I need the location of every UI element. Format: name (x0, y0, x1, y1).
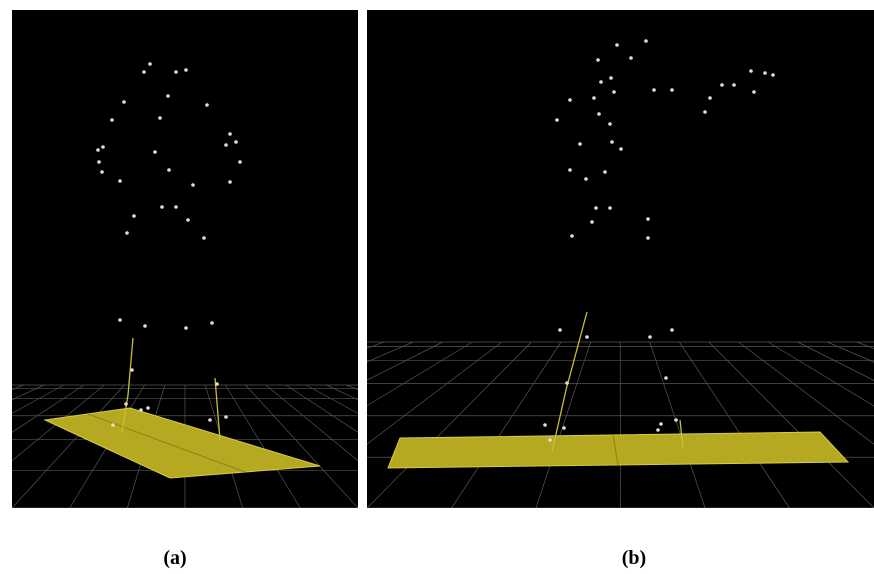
marker-dot (562, 426, 566, 430)
marker-dot (646, 217, 650, 221)
marker-dot (146, 406, 150, 410)
marker-dot (184, 326, 188, 330)
marker-dot (228, 132, 232, 136)
marker-dot (674, 418, 678, 422)
marker-dot (749, 69, 753, 73)
marker-dot (167, 168, 171, 172)
marker-dot (132, 214, 136, 218)
marker-dot (111, 423, 115, 427)
marker-dot (125, 231, 129, 235)
marker-dot (664, 376, 668, 380)
marker-dot (703, 110, 707, 114)
marker-dot (615, 43, 619, 47)
marker-dot (184, 68, 188, 72)
marker-dot (597, 112, 601, 116)
marker-dot (210, 321, 214, 325)
marker-dot (578, 142, 582, 146)
marker-dot (610, 140, 614, 144)
marker-dot (596, 58, 600, 62)
marker-dot (139, 408, 143, 412)
marker-dot (656, 428, 660, 432)
marker-dot (224, 415, 228, 419)
figure: (a) (b) (0, 0, 874, 574)
marker-dot (652, 88, 656, 92)
marker-dot (118, 318, 122, 322)
marker-dot (590, 220, 594, 224)
marker-dot (752, 90, 756, 94)
marker-dot (110, 118, 114, 122)
marker-dot (238, 160, 242, 164)
caption: (a) (163, 547, 186, 569)
marker-dot (224, 143, 228, 147)
marker-dot (122, 100, 126, 104)
marker-dot (568, 98, 572, 102)
marker-dot (205, 103, 209, 107)
marker-dot (96, 148, 100, 152)
marker-dot (215, 382, 219, 386)
marker-dot (234, 140, 238, 144)
marker-dot (130, 368, 134, 372)
marker-dot (208, 418, 212, 422)
marker-dot (594, 206, 598, 210)
marker-dot (670, 88, 674, 92)
marker-dot (228, 180, 232, 184)
marker-dot (101, 145, 105, 149)
marker-dot (191, 183, 195, 187)
marker-dot (174, 70, 178, 74)
marker-dot (558, 328, 562, 332)
caption: (b) (622, 547, 646, 569)
marker-dot (153, 150, 157, 154)
marker-dot (720, 83, 724, 87)
marker-dot (166, 94, 170, 98)
marker-dot (592, 96, 596, 100)
marker-dot (555, 118, 559, 122)
marker-dot (148, 62, 152, 66)
marker-dot (648, 335, 652, 339)
marker-dot (670, 328, 674, 332)
marker-dot (202, 236, 206, 240)
marker-dot (97, 160, 101, 164)
marker-dot (644, 39, 648, 43)
marker-dot (771, 73, 775, 77)
marker-dot (174, 205, 178, 209)
marker-dot (568, 168, 572, 172)
floor-grid (0, 385, 3, 508)
marker-dot (763, 71, 767, 75)
marker-dot (629, 56, 633, 60)
marker-dot (608, 122, 612, 126)
marker-dot (100, 170, 104, 174)
marker-dot (708, 96, 712, 100)
marker-dot (143, 324, 147, 328)
marker-dot (659, 422, 663, 426)
marker-dot (543, 423, 547, 427)
page: (a) (b) (() => { const data = JSON.parse… (0, 0, 874, 574)
marker-dot (599, 80, 603, 84)
marker-dot (186, 218, 190, 222)
marker-dot (585, 335, 589, 339)
marker-dot (570, 234, 574, 238)
marker-dot (584, 177, 588, 181)
marker-dot (565, 381, 569, 385)
marker-dot (158, 116, 162, 120)
marker-dot (160, 205, 164, 209)
marker-dot (732, 83, 736, 87)
marker-dot (646, 236, 650, 240)
marker-dot (609, 76, 613, 80)
marker-dot (548, 438, 552, 442)
marker-dot (118, 179, 122, 183)
marker-dot (619, 147, 623, 151)
marker-dot (608, 206, 612, 210)
marker-dot (142, 70, 146, 74)
marker-dot (603, 170, 607, 174)
marker-dot (612, 90, 616, 94)
marker-dot (124, 402, 128, 406)
